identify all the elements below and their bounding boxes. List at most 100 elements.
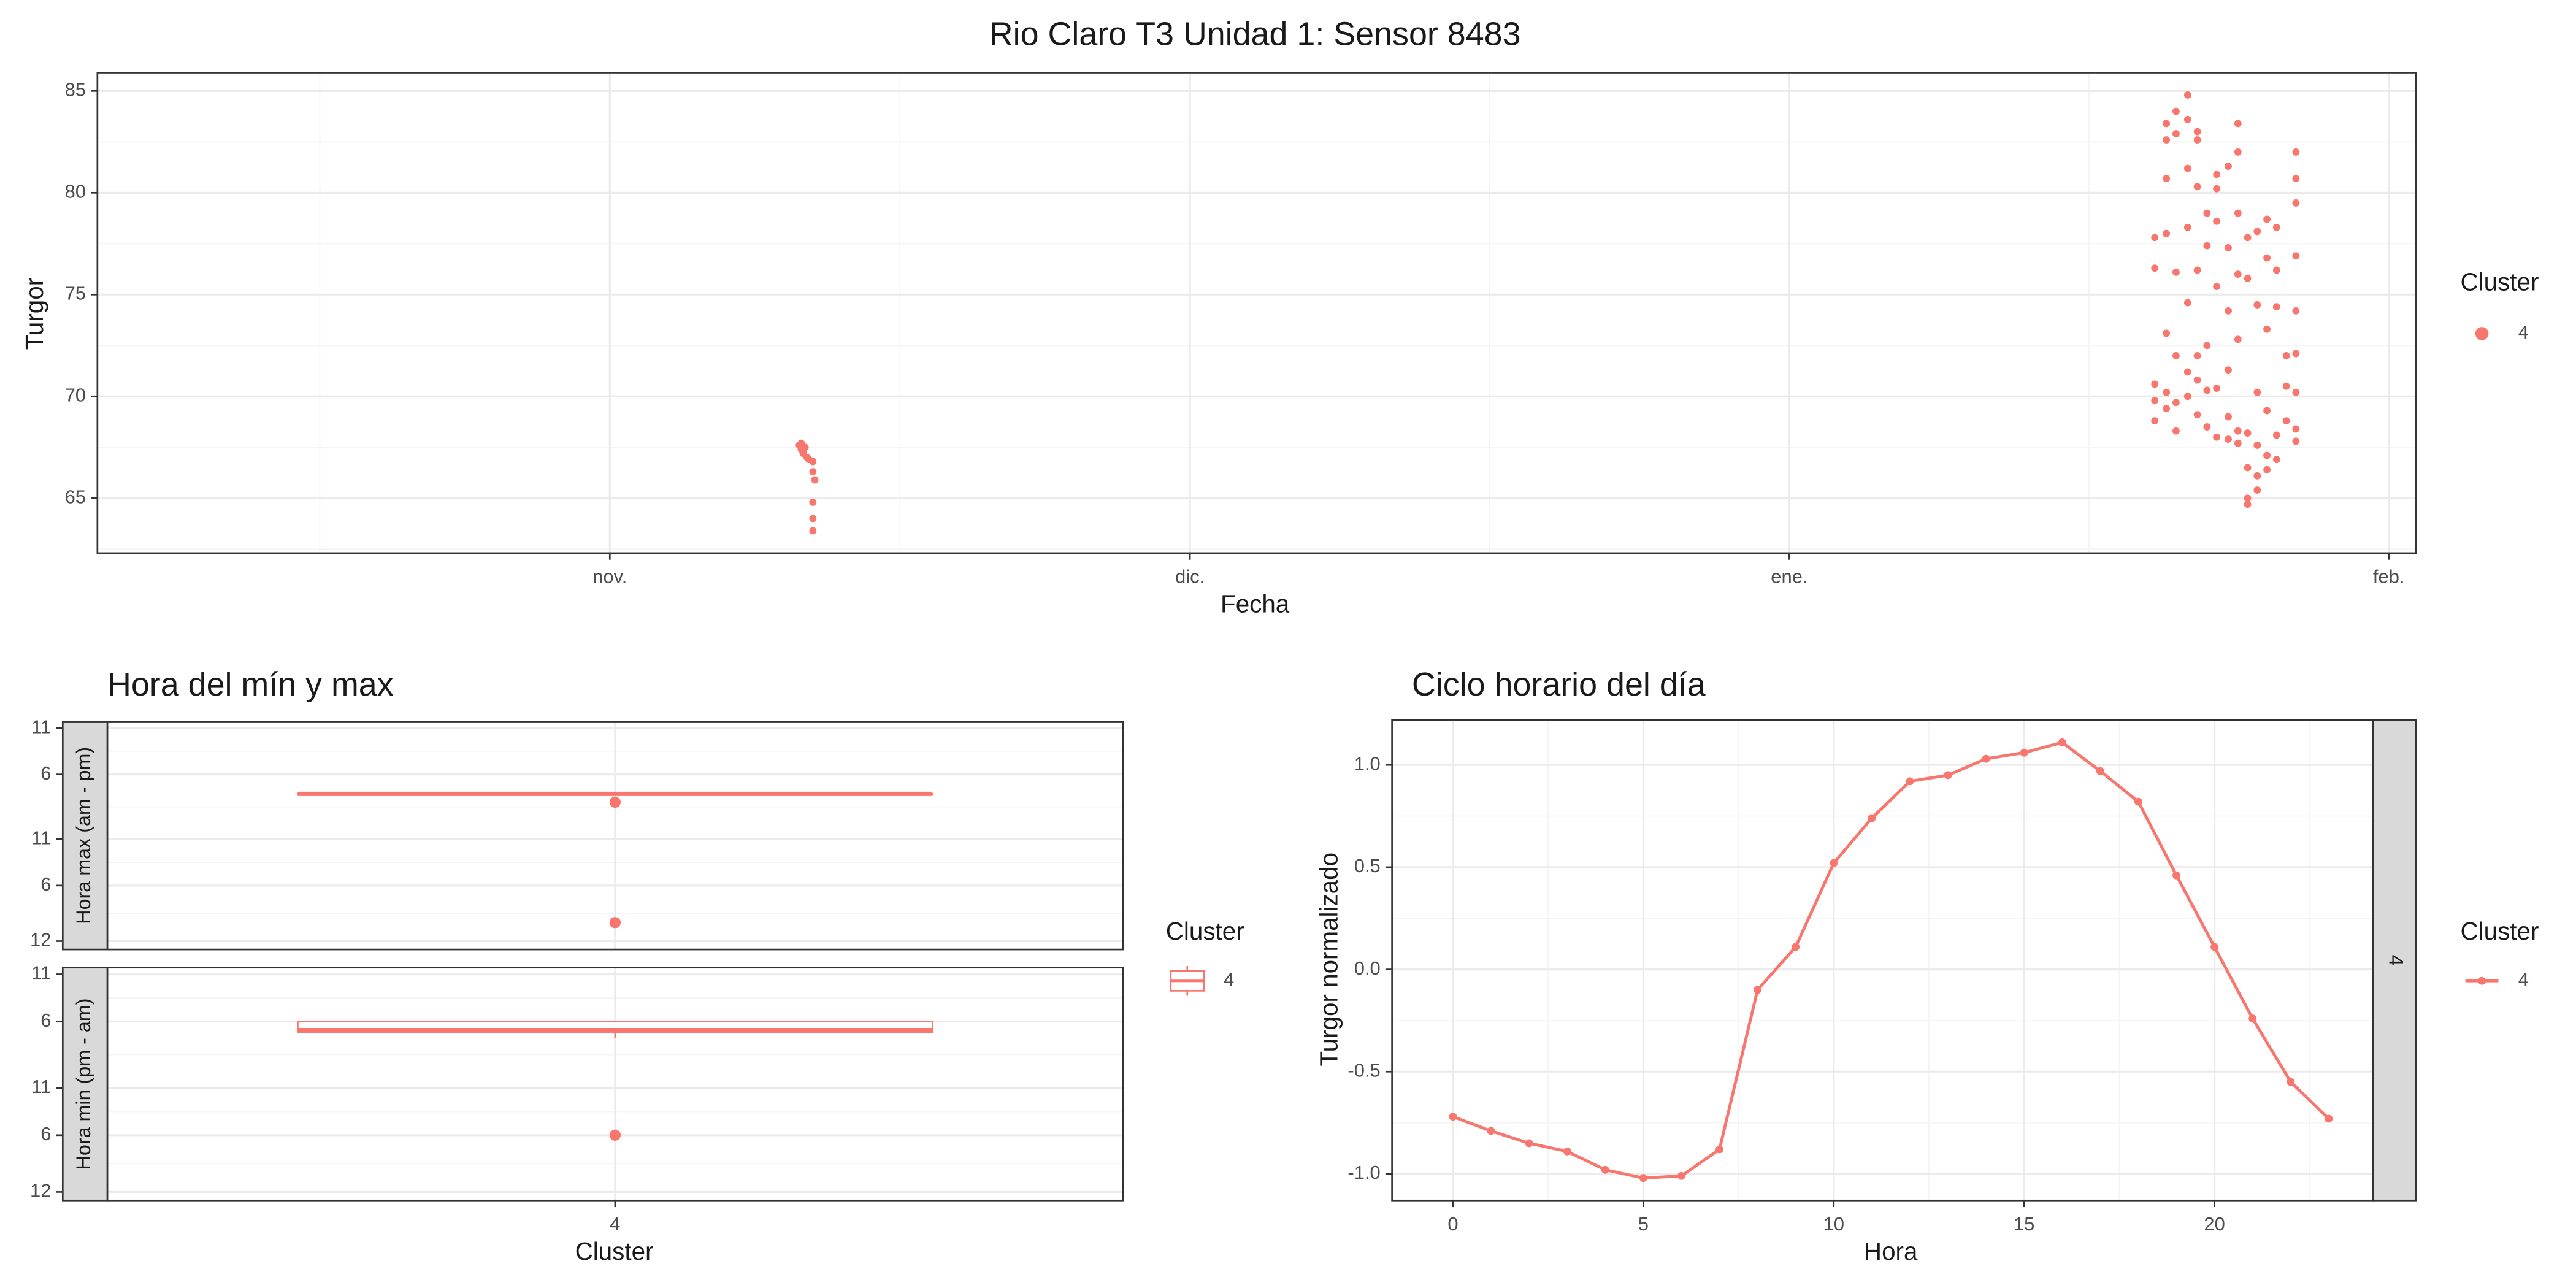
point <box>2244 494 2252 502</box>
y-tick-label: 85 <box>65 79 86 101</box>
y-tick-label: 12 <box>30 1180 51 1202</box>
point <box>2292 307 2300 315</box>
point <box>2272 303 2280 311</box>
point <box>2183 223 2191 231</box>
x-tick-label: 5 <box>1638 1213 1649 1235</box>
point <box>2213 171 2221 178</box>
y-tick-label: 6 <box>40 873 51 895</box>
point <box>2172 351 2180 359</box>
x-tick-label: 20 <box>2204 1213 2225 1235</box>
y-tick-label: 75 <box>65 282 86 304</box>
outlier <box>609 917 621 929</box>
x-tick-label: 15 <box>2014 1213 2034 1235</box>
point <box>2234 335 2242 343</box>
x-tick-label: 10 <box>1823 1213 1844 1235</box>
point <box>2263 466 2271 473</box>
point <box>2172 871 2180 880</box>
legend-label: 4 <box>2518 968 2529 990</box>
point <box>797 439 805 447</box>
y-tick-label: 6 <box>40 1123 51 1144</box>
point <box>2213 185 2221 193</box>
facet-strip <box>2372 719 2417 1202</box>
point <box>2183 393 2191 401</box>
point <box>809 458 817 466</box>
point <box>2263 215 2271 223</box>
point <box>2210 943 2219 951</box>
point <box>2253 388 2261 396</box>
y-tick-label: 12 <box>30 929 51 951</box>
chart-title: Ciclo horario del día <box>1412 666 1706 703</box>
x-axis-label: Cluster <box>575 1237 654 1265</box>
point <box>2193 266 2201 274</box>
point <box>2193 351 2201 359</box>
point <box>2234 270 2242 278</box>
point <box>2292 388 2300 396</box>
point <box>2151 380 2159 388</box>
outlier <box>609 796 621 808</box>
point <box>809 515 817 523</box>
facet-strip <box>61 721 109 951</box>
point <box>1868 814 1876 822</box>
point <box>2292 148 2300 156</box>
point <box>2203 423 2211 431</box>
point <box>809 527 817 535</box>
x-tick-label: 4 <box>610 1213 620 1235</box>
point <box>809 499 817 506</box>
point <box>2234 209 2242 217</box>
point <box>2183 368 2191 376</box>
point <box>2172 107 2180 115</box>
legend-label: 4 <box>1224 968 1234 990</box>
point <box>2253 442 2261 449</box>
y-tick-label: 0.0 <box>1354 957 1381 979</box>
point <box>2225 413 2232 421</box>
y-tick-label: 0.5 <box>1354 855 1381 876</box>
y-tick-label: -1.0 <box>1347 1162 1380 1183</box>
point <box>1715 1145 1723 1154</box>
point <box>2183 115 2191 123</box>
point <box>2193 128 2201 136</box>
point <box>1449 1113 1457 1121</box>
point <box>1677 1171 1685 1180</box>
point <box>2292 175 2300 183</box>
point <box>2163 388 2171 396</box>
point <box>2263 254 2271 262</box>
point <box>809 468 817 476</box>
point <box>2151 234 2159 242</box>
point <box>1563 1147 1571 1156</box>
point <box>2172 399 2180 407</box>
y-tick-label: 65 <box>65 486 86 507</box>
x-tick-label: nov. <box>592 565 627 587</box>
point <box>2253 228 2261 236</box>
point <box>2193 411 2201 419</box>
point <box>2193 136 2201 144</box>
point <box>2163 329 2171 337</box>
point <box>2213 283 2221 290</box>
point <box>1487 1127 1495 1135</box>
point <box>2282 382 2290 390</box>
point <box>2172 268 2180 276</box>
y-tick-label: 6 <box>40 1010 51 1031</box>
point <box>2292 350 2300 358</box>
point <box>2272 266 2280 274</box>
y-tick-label: 11 <box>31 962 51 984</box>
point <box>2183 164 2191 172</box>
point <box>811 476 819 484</box>
point <box>2172 427 2180 435</box>
point <box>2244 464 2252 472</box>
point <box>2253 472 2261 480</box>
point <box>2234 120 2242 128</box>
y-tick-label: 1.0 <box>1354 753 1381 774</box>
point <box>2225 244 2232 251</box>
x-tick-label: ene. <box>1771 565 1807 587</box>
y-axis-label: Turgor normalizado <box>1315 853 1343 1067</box>
legend-title: Cluster <box>1166 917 1244 945</box>
point <box>2203 342 2211 350</box>
point <box>2163 405 2171 413</box>
point <box>2244 234 2252 242</box>
facet-label: 4 <box>2385 955 2407 966</box>
point <box>2263 407 2271 415</box>
point <box>2225 163 2232 171</box>
point <box>799 450 807 458</box>
point <box>2151 264 2159 272</box>
